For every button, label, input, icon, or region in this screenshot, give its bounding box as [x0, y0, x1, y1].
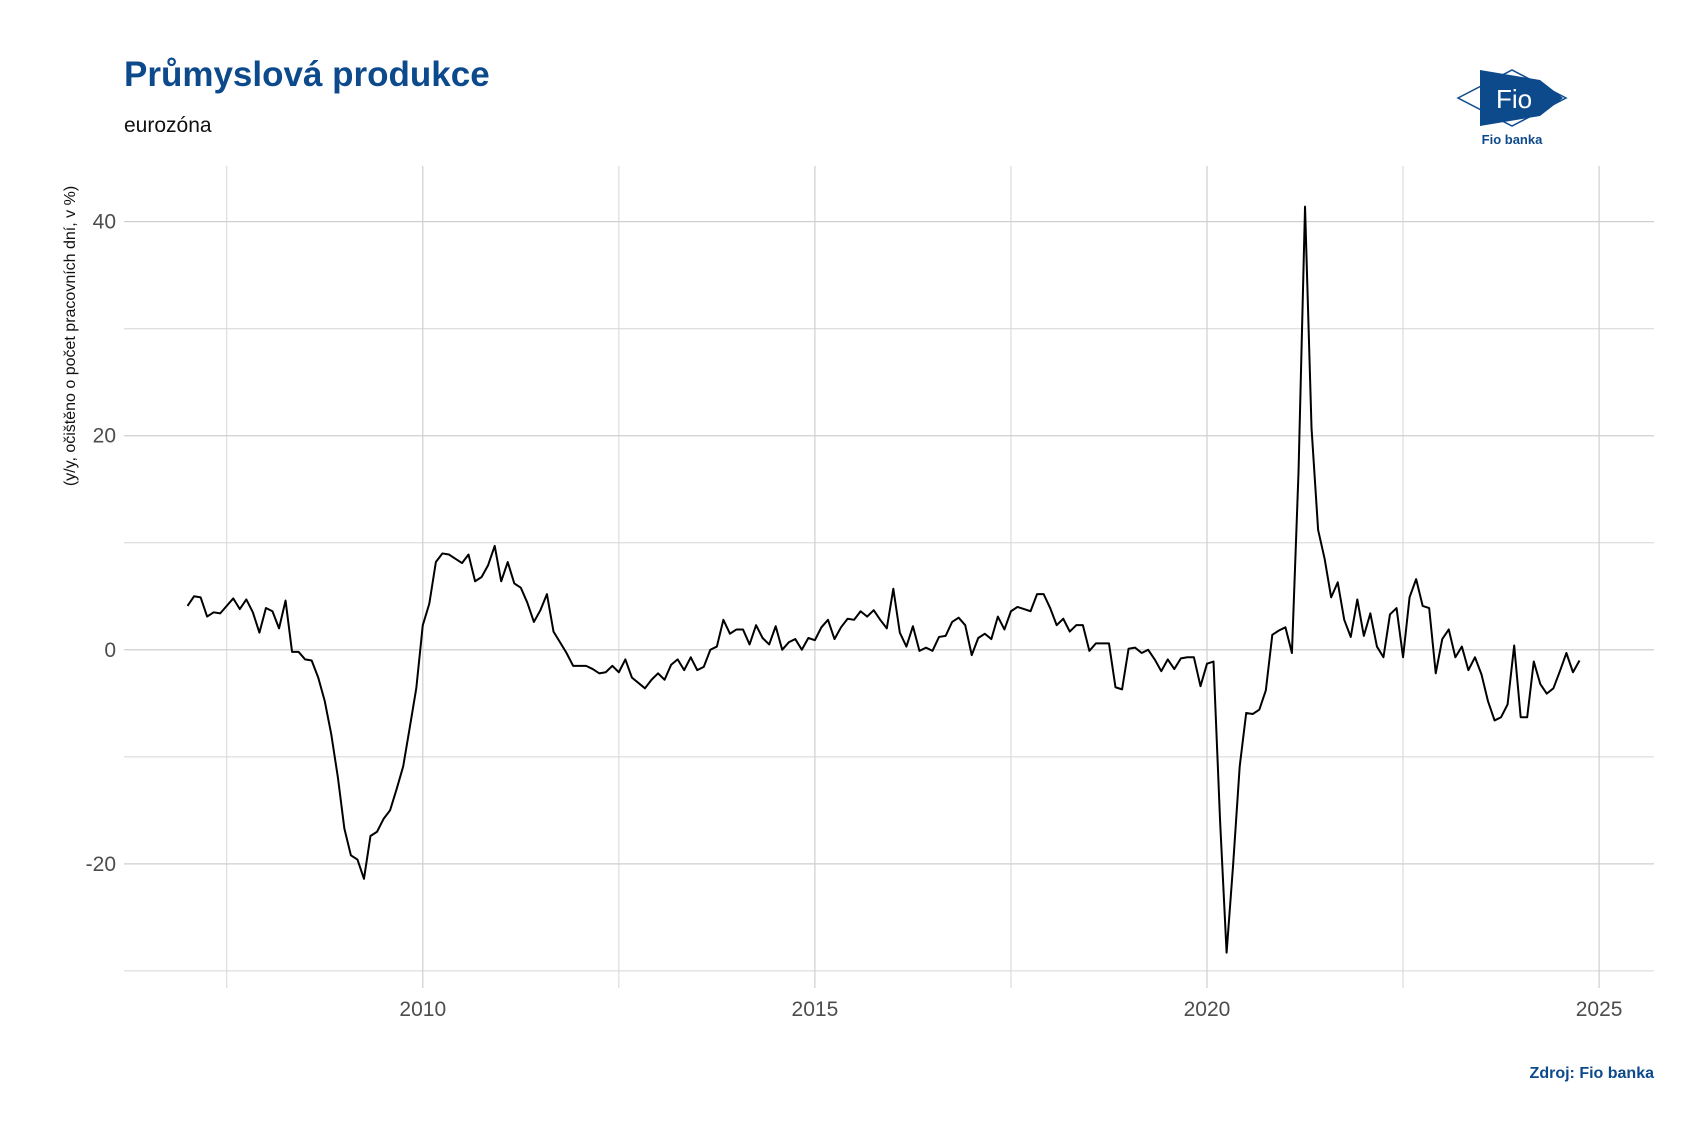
y-tick-label: 0 [104, 639, 116, 662]
logo-flag [1480, 70, 1563, 126]
chart-subtitle: eurozóna [124, 114, 212, 137]
logo-caption: Fio banka [1482, 132, 1543, 147]
y-tick-label: -20 [86, 853, 116, 876]
chart-title: Průmyslová produkce [124, 55, 490, 94]
y-axis-label: (y/y, očištěno o počet pracovních dní, v… [62, 186, 79, 486]
logo: Fio Fio banka [1456, 69, 1568, 147]
y-tick-label: 40 [93, 211, 116, 234]
data-line [186, 205, 1581, 954]
logo-text: Fio [1496, 84, 1532, 114]
x-tick-label: 2010 [399, 998, 446, 1021]
x-tick-label: 2025 [1576, 998, 1623, 1021]
source: Zdroj: Fio banka [1530, 1065, 1655, 1082]
x-tick-label: 2015 [792, 998, 839, 1021]
y-tick-label: 20 [93, 425, 116, 448]
x-tick-label: 2020 [1184, 998, 1231, 1021]
